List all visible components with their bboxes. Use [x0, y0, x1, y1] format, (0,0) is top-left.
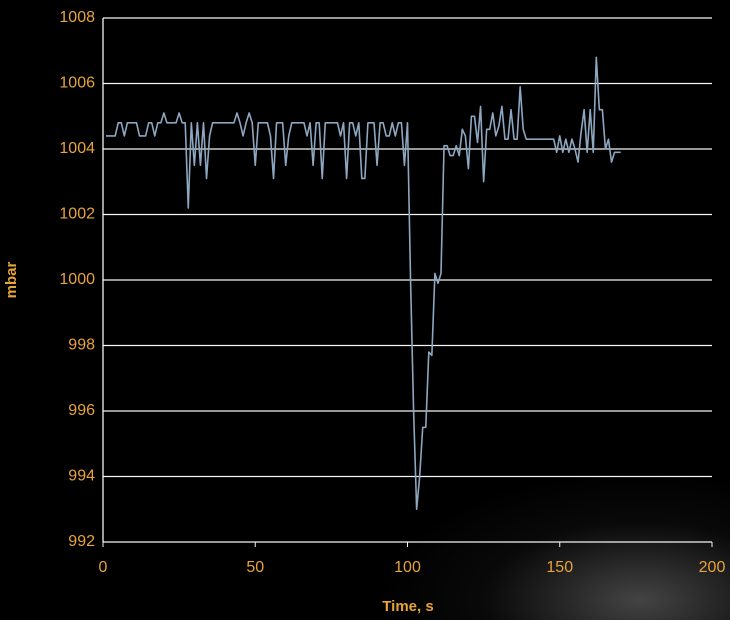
x-tick-label: 50 [246, 559, 264, 576]
y-tick-label: 992 [68, 533, 95, 550]
x-axis-title: Time, s [382, 598, 433, 615]
y-tick-label: 1000 [59, 271, 95, 288]
y-tick-label: 1006 [59, 75, 95, 92]
y-tick-label: 994 [68, 468, 95, 485]
x-tick-label: 150 [546, 559, 573, 576]
data-line [106, 56, 621, 511]
y-tick-label: 1004 [59, 140, 95, 157]
x-tick-label: 100 [394, 559, 421, 576]
x-tick-label: 200 [699, 559, 726, 576]
y-tick-label: 998 [68, 337, 95, 354]
x-tick-label: 0 [99, 559, 108, 576]
y-axis-title: mbar [3, 262, 20, 299]
y-tick-label: 996 [68, 402, 95, 419]
y-tick-label: 1008 [59, 9, 95, 26]
y-tick-label: 1002 [59, 206, 95, 223]
